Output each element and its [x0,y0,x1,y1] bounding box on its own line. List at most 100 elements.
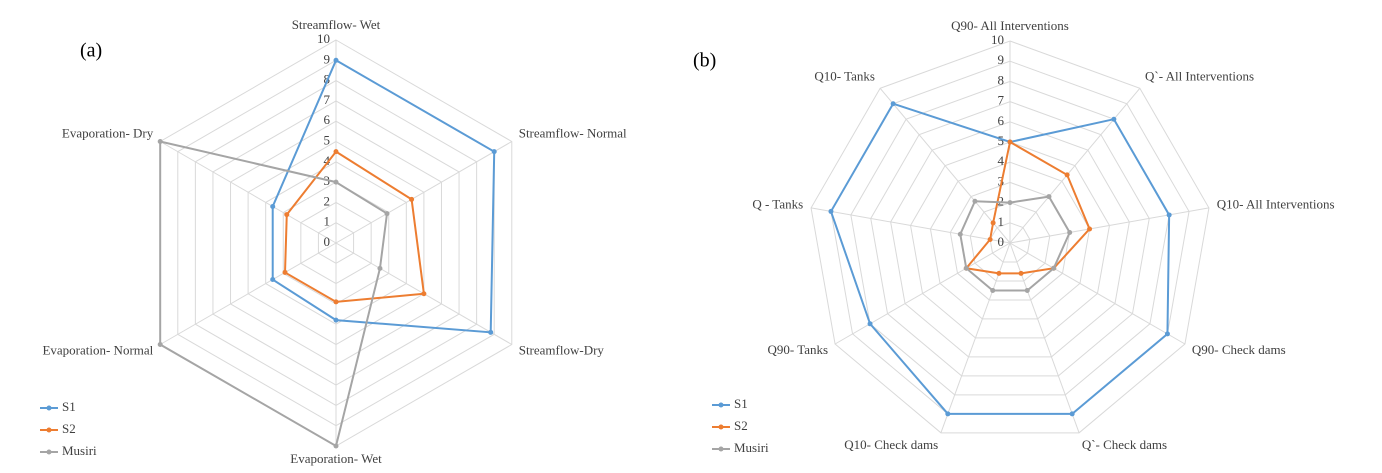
data-point [284,212,290,218]
data-point [1069,411,1075,417]
grid-ring [929,161,1091,320]
data-point [333,57,339,63]
legend-label: S2 [734,418,748,433]
axis-label: Streamflow- Normal [519,125,627,140]
series-line [271,58,496,334]
spoke [159,242,337,345]
legend-marker [46,405,52,411]
data-point [957,231,963,237]
axis-label: Q`- All Interventions [1145,69,1254,84]
data-point [270,277,276,283]
data-point [333,443,339,449]
legend-marker [46,449,52,455]
axis-label: Q90- Tanks [768,342,829,357]
data-point [1007,200,1013,206]
data-point [1064,172,1070,178]
grid-ring [910,141,1110,339]
r-tick-label: 3 [998,173,1005,188]
legend-marker [46,427,52,433]
spoke [1009,87,1141,244]
legend-label: S2 [62,421,76,436]
data-point [491,149,497,155]
grid-ring [810,40,1210,434]
data-point [333,149,339,155]
series-line [959,195,1071,292]
data-point [867,321,873,327]
data-point [333,299,339,305]
data-point [333,317,339,323]
r-tick-label: 9 [998,52,1005,67]
data-point [282,269,288,275]
r-tick-label: 10 [317,31,330,46]
spoke [879,87,1011,244]
r-tick-label: 10 [991,32,1004,47]
panel-label: (b) [693,50,716,72]
r-tick-label: 1 [998,214,1005,229]
r-tick-label: 7 [324,92,331,107]
r-tick-label: 1 [324,214,331,229]
axis-label: Q10- Tanks [814,69,875,84]
data-point [1067,229,1073,235]
data-point [157,342,163,347]
series-line [829,102,1171,415]
data-point [963,265,969,271]
r-tick-label: 2 [998,194,1005,209]
legend-marker [718,424,724,430]
panel-label: (a) [80,40,102,62]
data-point [1024,287,1030,293]
r-tick-label: 2 [324,193,331,208]
grid-ring [989,222,1031,263]
r-tick-label: 0 [998,234,1005,249]
axis-label: Evaporation- Wet [290,451,382,466]
axis-label: Evaporation- Dry [62,125,154,140]
legend-label: S1 [62,399,76,414]
data-point [488,329,494,335]
axis-label: Q10- All Interventions [1217,196,1335,211]
axis-label: Q`- Check dams [1082,437,1167,452]
r-tick-label: 5 [324,132,331,147]
data-point [890,101,896,107]
data-point [828,208,834,214]
legend-marker [718,446,724,452]
data-point [990,287,996,293]
data-point [409,196,415,202]
r-tick-label: 6 [324,112,331,127]
r-tick-label: 8 [998,72,1005,87]
data-point [945,411,951,417]
axis-label: Streamflow-Dry [519,342,605,357]
legend-label: S1 [734,396,748,411]
spoke [1009,242,1186,345]
data-point [1018,270,1024,276]
axis-label: Q90- Check dams [1192,342,1286,357]
r-tick-label: 4 [324,153,331,168]
data-point [1007,139,1013,145]
r-tick-label: 7 [998,93,1005,108]
data-point [990,220,996,226]
series-line [964,140,1091,275]
data-point [270,203,276,209]
axis-label: Evaporation- Normal [42,342,153,357]
spoke [159,141,337,244]
data-point [996,270,1002,276]
data-point [1051,265,1057,271]
r-tick-label: 8 [324,72,331,87]
spoke [834,242,1011,345]
grid-ring [890,121,1130,358]
spoke [810,207,1011,244]
r-tick-label: 4 [998,153,1005,168]
data-point [333,179,339,185]
r-tick-label: 9 [324,51,331,66]
legend-marker [718,402,724,408]
data-point [987,236,993,242]
legend-label: Musiri [734,440,769,455]
axis-label: Q10- Check dams [844,437,938,452]
data-point [1087,226,1093,232]
grid-ring [870,101,1150,377]
data-point [384,211,390,217]
data-point [1111,116,1117,122]
spoke [335,141,513,244]
data-point [377,265,383,271]
